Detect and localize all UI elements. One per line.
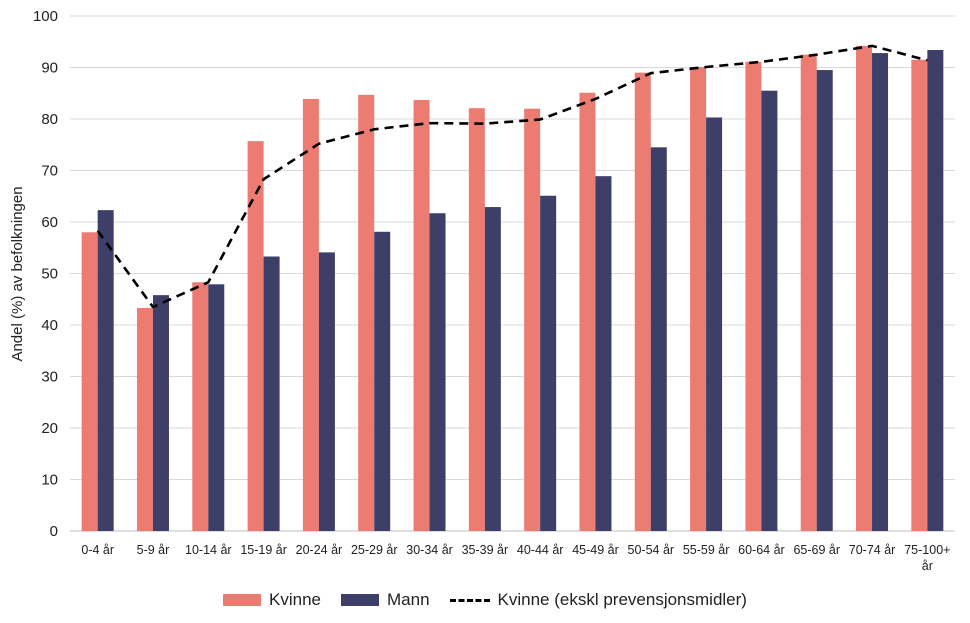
legend-label-mann: Mann (387, 590, 430, 609)
bar-kvinne-7 (468, 108, 485, 531)
x-tick-label: 30-34 år (406, 543, 453, 557)
legend-item-mann: Mann (341, 590, 430, 610)
bar-mann-9 (595, 176, 612, 532)
bar-kvinne-2 (192, 282, 209, 531)
legend-item-kvinne: Kvinne (223, 590, 321, 610)
bar-kvinne-9 (579, 92, 596, 532)
y-tick-label: 10 (41, 472, 58, 489)
x-tick-label: 15-19 år (240, 543, 287, 557)
bar-mann-8 (540, 195, 557, 532)
y-tick-label: 50 (41, 266, 58, 283)
legend-item-kvinne-ekskl: Kvinne (ekskl prevensjonsmidler) (449, 590, 747, 610)
bar-mann-10 (650, 147, 667, 531)
bar-mann-12 (761, 90, 778, 532)
y-tick-label: 40 (41, 317, 58, 334)
bar-kvinne-10 (634, 72, 651, 532)
bar-kvinne-13 (800, 54, 817, 531)
y-tick-label: 30 (41, 369, 58, 386)
x-axis-ticks: 0-4 år 5-9 år 10-14 år 15-19 år 20-24 år 25-2… (81, 543, 950, 573)
line-kvinne-ekskl (96, 44, 928, 309)
x-tick-label: 60-64 år (738, 543, 785, 557)
y-tick-label: 70 (41, 163, 58, 180)
x-tick-label: 40-44 år (517, 543, 564, 557)
legend-label-kvinne-ekskl: Kvinne (ekskl prevensjonsmidler) (497, 590, 747, 609)
legend-swatch-dashed-line (449, 598, 490, 602)
bar-mann-7 (484, 207, 501, 531)
y-tick-label: 90 (41, 60, 58, 77)
bar-kvinne-1 (136, 308, 153, 531)
x-tick-label: 0-4 år (81, 543, 114, 557)
bar-mann-6 (429, 213, 446, 531)
bar-mann-3 (263, 256, 280, 531)
bar-mann-14 (872, 53, 889, 531)
x-tick-label: 75-100+ år (904, 543, 950, 573)
bar-kvinne-5 (358, 94, 375, 532)
y-tick-label: 0 (50, 523, 58, 540)
x-tick-label: 55-59 år (683, 543, 730, 557)
x-tick-label: 45-49 år (572, 543, 619, 557)
bar-kvinne-0 (81, 232, 98, 532)
line-series (96, 44, 928, 309)
bar-kvinne-6 (413, 99, 430, 531)
x-tick-label: 65-69 år (793, 543, 840, 557)
bar-kvinne-11 (690, 66, 707, 532)
x-tick-label: 35-39 år (462, 543, 509, 557)
bar-mann-5 (374, 231, 391, 531)
x-tick-label: 10-14 år (185, 543, 232, 557)
x-tick-label: 70-74 år (849, 543, 896, 557)
x-tick-label: 25-29 år (351, 543, 398, 557)
bar-mann-0 (97, 210, 114, 531)
bar-kvinne-14 (856, 45, 873, 532)
y-axis-label: Andel (%) av befolkningen (9, 186, 26, 361)
legend-label-kvinne: Kvinne (269, 590, 321, 609)
chart: 0 10 20 30 40 50 60 70 80 90 100 0-4 år 5-9 år 10-14… (9, 8, 955, 573)
bar-kvinne-4 (302, 98, 319, 531)
bar-kvinne-12 (745, 61, 762, 532)
x-tick-label: 50-54 år (628, 543, 675, 557)
bars (81, 45, 944, 532)
legend-swatch-mann (341, 594, 379, 606)
y-tick-label: 80 (41, 111, 58, 128)
bar-mann-2 (208, 284, 225, 531)
bar-kvinne-3 (247, 141, 264, 531)
y-tick-label: 60 (41, 214, 58, 231)
y-tick-label: 20 (41, 420, 58, 437)
bar-mann-13 (816, 70, 833, 531)
bar-kvinne-8 (524, 108, 541, 531)
bar-mann-15 (927, 49, 944, 532)
x-tick-label: 20-24 år (296, 543, 343, 557)
legend: Kvinne Mann Kvinne (ekskl prevensjonsmid… (0, 586, 970, 614)
y-axis-ticks: 0 10 20 30 40 50 60 70 80 90 100 (33, 8, 58, 540)
bar-kvinne-15 (911, 59, 928, 532)
legend-swatch-kvinne (223, 594, 262, 606)
x-tick-label: 5-9 år (137, 543, 170, 557)
y-tick-label: 100 (33, 8, 58, 25)
bar-mann-11 (706, 117, 723, 531)
bar-mann-4 (318, 252, 335, 531)
bar-mann-1 (152, 295, 169, 531)
